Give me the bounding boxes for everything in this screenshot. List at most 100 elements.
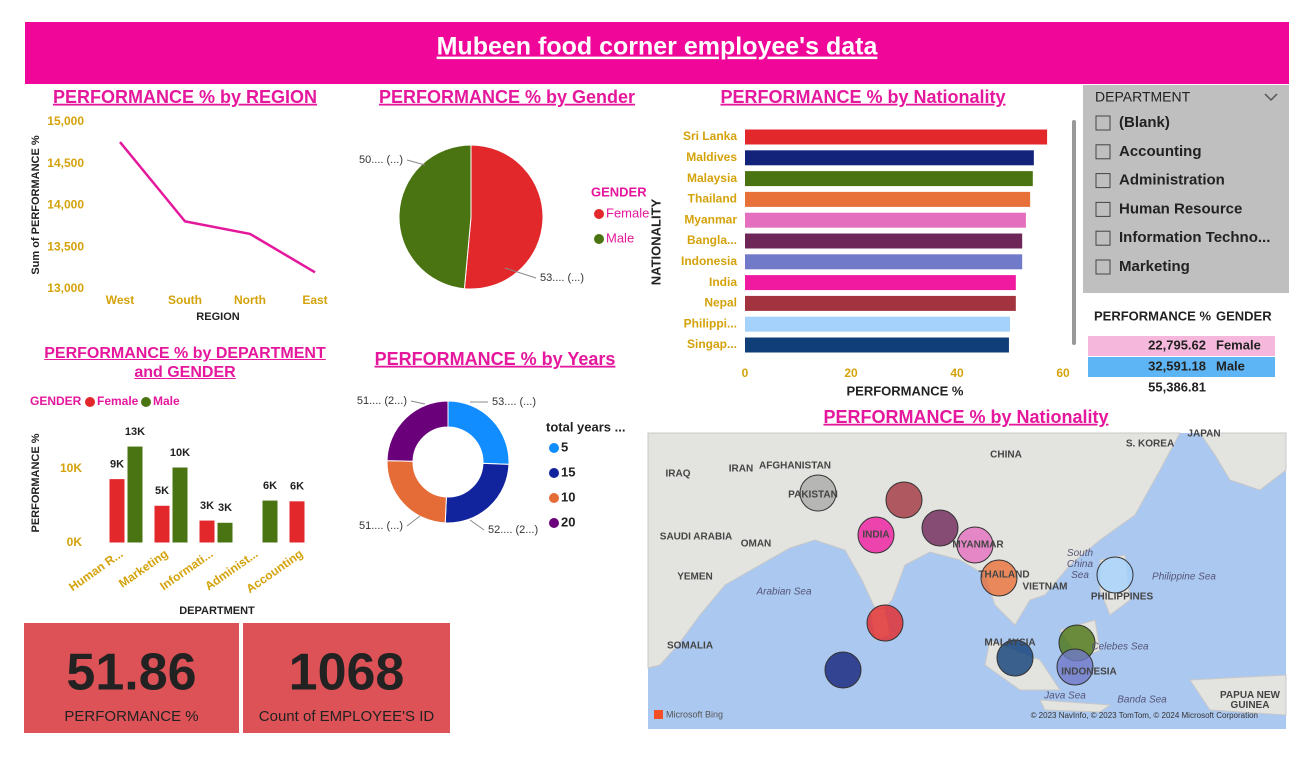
bar [198,519,216,544]
y-axis-label: PERFORMANCE % [30,433,42,532]
y-tick-label: Philippi... [684,316,737,330]
map-bubble [866,604,904,642]
legend-label: 5 [561,439,568,454]
y-tick-label: India [709,275,737,289]
y-tick-label: 0K [67,535,83,549]
y-tick-label: Singap... [687,337,737,351]
y-tick-label: 15,000 [47,114,84,128]
slicer-item[interactable]: Information Techno... [1119,229,1270,246]
map-label: JAPAN [1187,429,1220,440]
chart-title: PERFORMANCE % by Years [375,349,616,369]
bar [745,316,1010,332]
line-series [119,141,316,274]
data-label: 50.... (...) [359,154,403,166]
table-cell: 32,591.18 [1148,358,1206,373]
map-bubble [1056,648,1094,686]
table-cell: 22,795.62 [1148,337,1206,352]
table-row [1088,336,1275,356]
slicer-item[interactable]: Administration [1119,172,1225,189]
data-label: 3K [200,500,214,512]
y-tick-label: 10K [60,461,82,475]
chart-title: PERFORMANCE % by Nationality [823,407,1108,427]
slice [463,144,544,290]
slicer-item[interactable]: Accounting [1119,143,1202,160]
checkbox[interactable] [1095,259,1111,275]
map-label: Celebes Sea [1091,642,1149,653]
map-bubble [921,509,959,547]
bar [216,521,234,544]
header-band [25,22,1289,84]
map-bubble [799,474,837,512]
legend-label: 10 [561,489,575,504]
leader-line [410,400,426,405]
slice [398,144,472,290]
checkbox[interactable] [1095,230,1111,246]
map-bubble [956,526,994,564]
legend-label: Male [606,230,634,245]
checkbox[interactable] [1095,201,1111,217]
data-label: 13K [125,426,145,438]
bar [745,275,1016,291]
chart-title: PERFORMANCE % by Gender [379,87,635,107]
bar [108,478,126,544]
slice [386,400,449,462]
bar [153,504,171,544]
y-tick-label: 13,000 [47,281,84,295]
legend-swatch [549,468,559,478]
y-tick-label: 14,000 [47,198,84,212]
map-bubble [996,639,1034,677]
card-value: 51.86 [66,644,196,702]
map-label: MYANMAR [952,540,1004,551]
legend-swatch [594,234,604,244]
map-bubble [824,651,862,689]
slicer-item[interactable]: Marketing [1119,258,1190,275]
legend-swatch [85,397,95,407]
data-label: 6K [290,481,304,493]
x-axis-label: DEPARTMENT [179,605,255,617]
map-bubble [885,481,923,519]
chart-title: PERFORMANCE % by DEPARTMENT and GENDER [44,345,326,381]
table-cell: Female [1216,337,1261,352]
map-label: OMAN [741,539,772,550]
x-tick-label: 40 [950,366,964,380]
legend-label: Female [606,205,649,220]
y-tick-label: Nepal [704,296,737,310]
map-label: IRAQ [666,469,691,480]
y-tick-label: 14,500 [47,156,84,170]
x-tick-label: West [106,293,134,307]
y-tick-label: Maldives [686,150,737,164]
map-bubble [980,559,1018,597]
map-bubble [857,516,895,554]
map-label: CHINA [990,450,1022,461]
bar [261,499,279,544]
map-label: Philippine Sea [1152,572,1216,583]
y-tick-label: Indonesia [681,254,737,268]
slicer-chevron [1264,93,1278,102]
checkbox[interactable] [1095,115,1111,131]
y-tick-label: Myanmar [684,212,737,226]
slicer-item[interactable]: Human Resource [1119,200,1242,217]
y-tick-label: 13,500 [47,239,84,253]
map-attribution: Microsoft Bing [666,709,723,719]
legend-swatch [549,518,559,528]
checkbox[interactable] [1095,173,1111,189]
data-label: 51.... (2...) [357,395,407,407]
chart-title-box: PERFORMANCE % by DEPARTMENT and GENDER [44,345,326,381]
legend-swatch [549,443,559,453]
x-tick-label: 60 [1056,366,1070,380]
data-label: 53.... (...) [540,272,584,284]
legend-label: 20 [561,514,575,529]
x-axis-label: REGION [196,311,239,323]
slicer-item[interactable]: (Blank) [1119,114,1170,131]
data-label: 10K [170,447,190,459]
map-label: S. KOREA [1126,439,1174,450]
map-label: Java Sea [1043,691,1086,702]
data-label: 6K [263,480,277,492]
x-tick-label: 0 [742,366,749,380]
y-tick-label: Malaysia [687,171,737,185]
slicer-title: DEPARTMENT [1095,89,1191,105]
x-tick-label: East [302,293,327,307]
leader-line [406,515,421,527]
checkbox[interactable] [1095,144,1111,160]
legend-title: GENDER [591,184,647,199]
